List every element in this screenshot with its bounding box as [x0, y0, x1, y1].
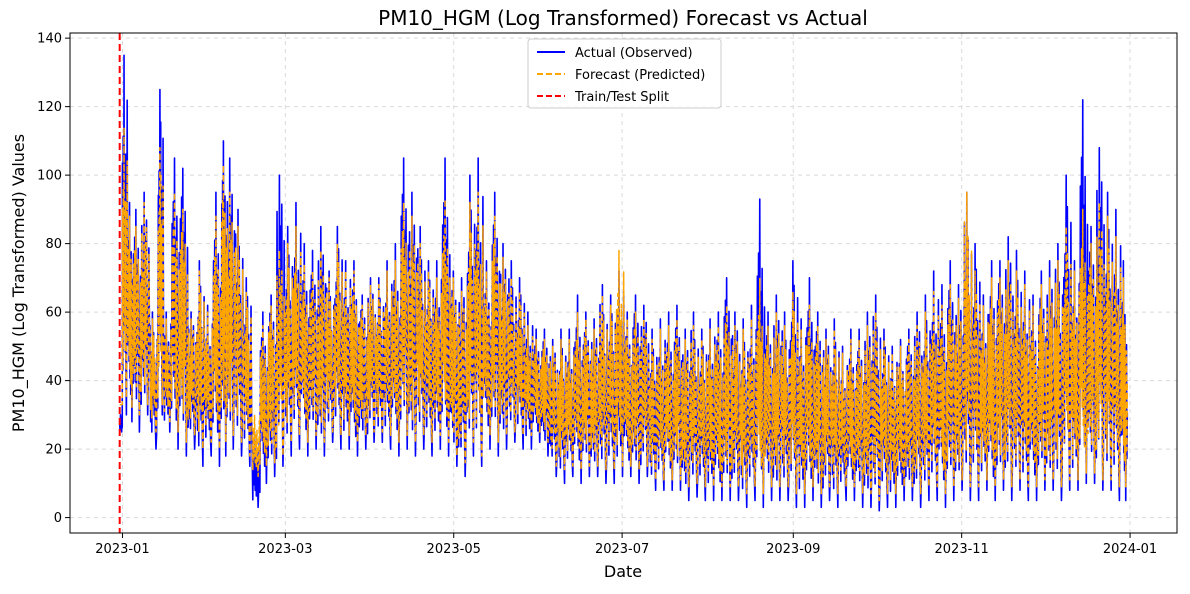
- x-tick-label: 2023-03: [258, 542, 312, 557]
- x-tick-label: 2023-11: [935, 542, 989, 557]
- y-tick-label: 100: [37, 169, 62, 184]
- x-tick-label: 2023-01: [95, 542, 149, 557]
- chart-title: PM10_HGM (Log Transformed) Forecast vs A…: [378, 6, 868, 30]
- y-tick-label: 0: [54, 511, 62, 526]
- y-tick-label: 40: [45, 374, 62, 389]
- y-tick-label: 20: [45, 443, 62, 458]
- y-tick-label: 80: [45, 237, 62, 252]
- x-tick-label: 2024-01: [1103, 542, 1157, 557]
- x-tick-label: 2023-09: [766, 542, 820, 557]
- x-axis-label: Date: [604, 562, 642, 581]
- y-tick-label: 140: [37, 32, 62, 47]
- legend: Actual (Observed) Forecast (Predicted) T…: [527, 38, 722, 109]
- x-tick-label: 2023-05: [427, 542, 481, 557]
- legend-split-label: Train/Test Split: [574, 90, 669, 105]
- tick-layer: 2023-01 2023-03 2023-05 2023-07 2023-09 2023-…: [37, 32, 1157, 557]
- y-axis-label: PM10_HGM (Log Transformed) Values: [9, 134, 29, 432]
- legend-actual-label: Actual (Observed): [575, 46, 693, 61]
- legend-forecast-label: Forecast (Predicted): [575, 68, 705, 83]
- forecast-series-line: [119, 126, 1129, 502]
- y-tick-label: 60: [45, 306, 62, 321]
- series-layer: [118, 54, 1129, 512]
- legend-box: [527, 38, 722, 109]
- plot-frame: [69, 32, 1178, 534]
- x-tick-label: 2023-07: [595, 542, 649, 557]
- y-tick-label: 120: [37, 100, 62, 115]
